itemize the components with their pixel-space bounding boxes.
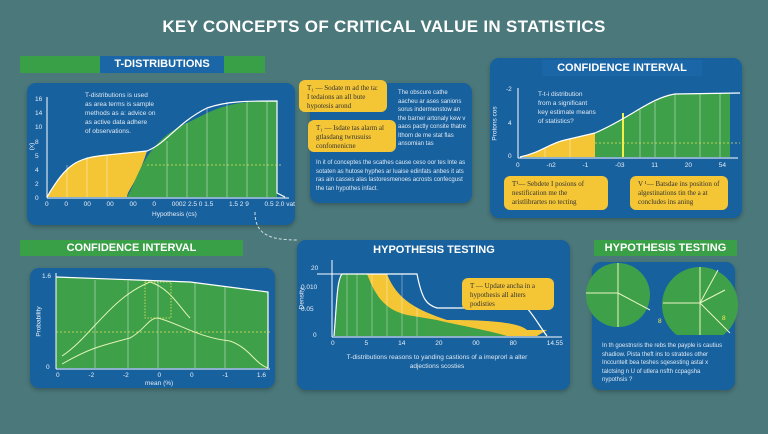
note-callout: V ¹— Batsdae ins position of algestinati… [630,176,728,210]
x-tick: -n2 [546,162,556,169]
y-axis-label: Density [298,287,306,310]
note-callout: T¹— Sebdete I posions of nestification m… [504,176,608,210]
tdist-text: as active data adhere [85,119,148,126]
hyp-panel: HYPOTHESIS TESTING 20 0.010 0.05 0 Densi… [297,240,570,390]
y-tick: 0.05 [301,306,314,313]
x-tick: 14 [398,340,406,347]
x-tick: 0 [45,201,49,208]
x-tick: 20 [435,340,443,347]
ci-text: key estimate means [538,109,596,116]
y-tick: 14 [35,110,43,118]
ci-right-panel: CONFIDENCE INTERVAL -2 4 0 Protons cos T… [490,58,742,218]
x-axis-label: Hypothesis (cs) [152,211,197,218]
x-tick: 1.5 2 9 [228,201,249,208]
ci-left-panel: 1.6 0 Probability 0 -2 -2 0 0 -1 1.6 mean (%) [30,268,275,388]
y-tick: 4 [508,120,512,127]
tdist-heading: T-DISTRIBUTIONS [100,56,224,73]
tdist-text: methods as a: advice on [85,110,156,117]
hyp2-text: In th goestnsris the rebs the payple is … [602,343,723,383]
y-tick: -2 [506,86,512,93]
hyp-caption: T-distributions reasons to yanding casti… [346,354,528,370]
x-axis-label: mean (%) [145,380,174,387]
y-axis-label: Protons cos [491,106,499,141]
ci-text: T-t-i distribution [538,91,583,98]
tdist-text: of observations. [85,128,131,135]
x-tick: 0 [157,372,162,379]
x-tick: 0 [331,340,335,347]
x-tick: -1 [582,162,589,169]
note-callout: T — Update ancha in a hypothesis all alt… [462,278,554,310]
x-tick: 0 [56,372,60,379]
x-tick: 00 [106,201,114,208]
y-tick: 8 [35,138,39,146]
note-callout: T₁ — Isdate tas alarm al gtlasdang twrus… [308,120,396,152]
x-tick: 1.6 [256,372,266,379]
y-tick: 4 [35,167,39,175]
y-tick: 0.010 [301,284,318,291]
x-tick: 11 [651,162,658,169]
y-tick: 0 [508,153,512,160]
y-tick: 1.6 [42,273,52,280]
x-tick: 0 [516,162,520,169]
y-tick: 20 [311,265,319,272]
x-tick: 00 [129,201,137,208]
tdist-text: as area terms is sample [85,101,154,108]
tdist-chart [46,97,289,199]
x-tick: 20 [684,162,692,169]
ci-text: from a significant [538,100,588,107]
x-tick: 14.55 [546,340,563,347]
hyp-chart [317,260,562,338]
page-title: KEY CONCEPTS OF CRITICAL VALUE IN STATIS… [162,17,606,36]
x-tick: 80 [509,340,517,347]
x-tick: -1 [222,372,229,379]
y-tick: 0 [313,332,317,339]
y-axis-label: Probability [35,306,43,337]
x-tick: 5 [364,340,369,347]
note-callout: T₁ — Sodate m ad the ta: I tedaions an a… [299,80,387,112]
y-tick: 0 [35,195,39,203]
circle-label: 8 [722,315,726,322]
circle-label: 8 [658,318,662,325]
connector-line [254,211,299,241]
ci-left-heading: CONFIDENCE INTERVAL [20,240,243,256]
y-axis-label: (x) [28,142,36,151]
x-tick: 0002 2.5 0 1.5 [171,201,214,208]
hyp-heading: HYPOTHESIS TESTING [373,244,495,256]
ci-left-chart [55,273,270,370]
y-tick: 5 [35,152,39,160]
x-tick: 0.5 2.0 vat [264,201,295,208]
ci-right-heading: CONFIDENCE INTERVAL [542,60,702,76]
x-tick: 0 [152,201,157,208]
x-tick: 0 [189,372,194,379]
x-tick: -2 [122,372,129,379]
x-tick: 54 [718,162,726,169]
circle-diagram [586,263,738,335]
y-tick: 10 [35,124,43,132]
y-tick: 16 [35,96,43,103]
hyp2-heading: HYPOTHESIS TESTING [594,240,737,256]
paragraph-text: In it of conceptes the scathes cause ces… [316,160,466,192]
x-tick: -03 [615,162,625,169]
side-text: The obscure cathe aacheu ar ases sanions… [398,90,467,147]
x-tick: 00 [472,340,480,347]
x-tick: -2 [88,372,95,379]
y-tick: 2 [35,181,39,189]
y-tick: 0 [46,364,50,371]
x-tick: 0 [64,201,68,208]
tdist-text: T-distributions is used [85,92,148,99]
ci-right-chart [517,88,741,159]
tdist-panel: 16 14 10 8 5 4 2 0 (x) T-distributions is used a… [27,83,295,225]
x-tick: 00 [83,201,91,208]
ci-text: of statistics? [538,118,574,125]
